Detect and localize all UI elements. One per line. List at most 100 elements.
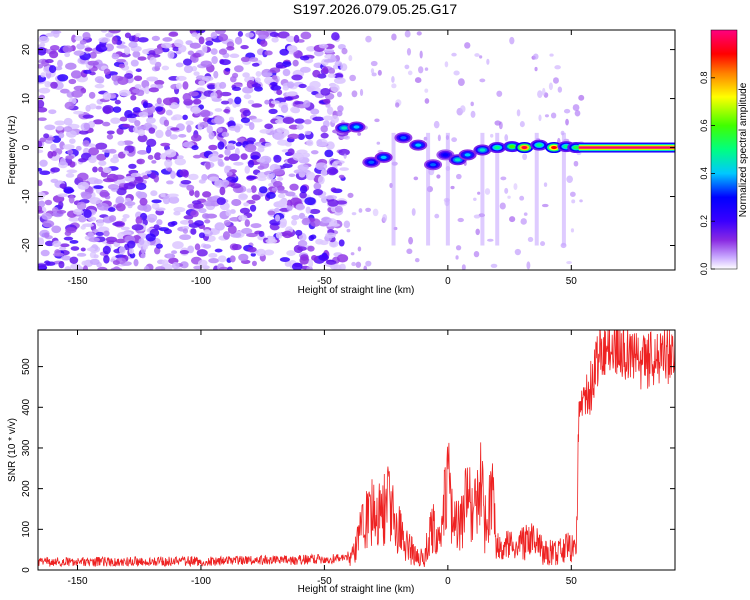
noise-speckle [39, 42, 46, 48]
colorbar-tick-label: 0.2 [699, 215, 709, 228]
noise-speckle [217, 158, 224, 167]
noise-speckle [57, 193, 69, 198]
noise-speckle [305, 206, 311, 214]
noise-speckle [161, 47, 170, 53]
faint-speckle [473, 214, 481, 219]
noise-speckle [247, 159, 255, 168]
noise-speckle [292, 152, 304, 161]
noise-speckle [178, 44, 187, 53]
noise-speckle [305, 171, 316, 181]
noise-speckle [297, 133, 305, 141]
noise-speckle [117, 76, 129, 85]
noise-speckle [244, 219, 250, 227]
noise-speckle [59, 183, 67, 189]
noise-speckle [194, 243, 201, 251]
noise-speckle [168, 31, 179, 37]
noise-speckle [121, 217, 127, 222]
noise-speckle [146, 138, 157, 147]
noise-speckle [118, 246, 126, 255]
noise-speckle [167, 221, 176, 227]
noise-speckle [308, 259, 314, 268]
noise-speckle [73, 208, 84, 215]
noise-speckle [88, 237, 100, 243]
noise-speckle [277, 176, 284, 181]
faint-speckle [504, 187, 509, 194]
noise-speckle [160, 142, 171, 147]
noise-speckle [258, 230, 265, 238]
noise-speckle [327, 199, 339, 207]
faint-speckle [406, 47, 412, 56]
noise-speckle [330, 187, 337, 193]
noise-speckle [183, 65, 194, 74]
noise-speckle [88, 91, 96, 99]
noise-speckle [291, 214, 300, 221]
noise-speckle [71, 34, 77, 43]
noise-speckle [70, 246, 80, 251]
faint-speckle [523, 212, 528, 216]
noise-speckle [108, 30, 121, 34]
noise-speckle [148, 87, 159, 93]
faint-speckle [500, 176, 507, 181]
noise-speckle [95, 231, 105, 236]
noise-speckle [270, 85, 282, 91]
noise-speckle [164, 149, 177, 158]
noise-speckle [112, 260, 120, 266]
noise-speckle [180, 179, 192, 185]
noise-speckle [65, 130, 77, 138]
faint-speckle [451, 52, 457, 57]
noise-speckle [234, 96, 242, 105]
noise-speckle [57, 74, 69, 82]
faint-speckle [365, 260, 372, 267]
noise-speckle [259, 186, 268, 194]
steady-signal-band [578, 146, 675, 149]
noise-speckle [330, 206, 337, 213]
noise-speckle [66, 169, 78, 174]
spectrogram-y-tick-label: -10 [21, 189, 32, 204]
noise-speckle [235, 142, 243, 147]
noise-speckle [116, 127, 124, 135]
noise-speckle [198, 179, 206, 184]
noise-speckle [76, 252, 87, 257]
noise-speckle [274, 214, 281, 222]
faint-speckle [579, 199, 583, 203]
noise-speckle [228, 116, 235, 122]
noise-speckle [179, 234, 192, 241]
noise-speckle [175, 82, 182, 90]
noise-speckle [44, 199, 53, 206]
spectrogram-x-tick-label: -100 [191, 276, 211, 287]
noise-speckle [63, 186, 74, 194]
colorbar-label: Normalized spectral amplitude [738, 82, 749, 217]
noise-speckle [328, 168, 339, 175]
noise-speckle [122, 123, 131, 128]
noise-speckle [337, 105, 344, 113]
noise-speckle [93, 179, 103, 185]
noise-speckle [248, 122, 255, 130]
noise-speckle [223, 108, 230, 114]
noise-speckle [291, 74, 303, 81]
faint-speckle [542, 87, 546, 96]
noise-speckle [82, 265, 88, 270]
noise-speckle [155, 129, 164, 139]
noise-speckle [325, 232, 336, 239]
faint-speckle [566, 261, 572, 265]
faint-speckle [418, 66, 424, 74]
noise-speckle [92, 119, 104, 125]
faint-speckle [571, 199, 576, 204]
noise-speckle [100, 30, 108, 33]
noise-speckle [38, 205, 43, 213]
noise-speckle [187, 50, 195, 56]
noise-speckle [224, 148, 231, 156]
faint-speckle [416, 31, 422, 36]
noise-speckle [130, 172, 142, 177]
vertical-streak [495, 132, 500, 246]
noise-speckle [175, 75, 187, 81]
noise-speckle [142, 204, 152, 212]
noise-speckle [101, 149, 114, 153]
noise-speckle [254, 77, 261, 83]
noise-speckle [38, 167, 43, 172]
noise-speckle [68, 78, 77, 85]
noise-speckle [182, 92, 192, 102]
noise-speckle [89, 51, 97, 59]
noise-speckle [222, 231, 231, 240]
noise-speckle [171, 250, 178, 254]
